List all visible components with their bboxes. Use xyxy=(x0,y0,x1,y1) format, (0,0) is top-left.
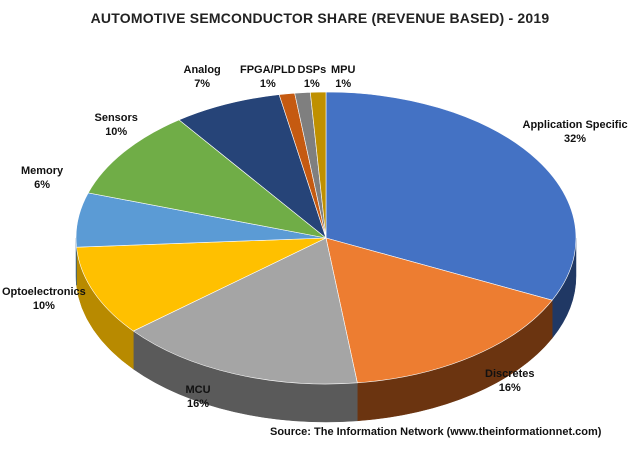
label-percent: 10% xyxy=(105,126,128,138)
label-sensors: Sensors 10% xyxy=(95,111,138,139)
pie-slice-mpu xyxy=(309,91,327,239)
pie-slices xyxy=(75,91,577,385)
label-optoelectronics: Optoelectronics 10% xyxy=(2,285,86,313)
label-mpu: MPU 1% xyxy=(331,63,355,91)
label-mcu: MCU 16% xyxy=(186,383,211,411)
label-percent: 7% xyxy=(194,78,211,90)
label-name: Sensors xyxy=(94,112,138,124)
label-analog: Analog 7% xyxy=(184,63,221,91)
pie-slice-discretes xyxy=(325,237,553,384)
label-name: Application Specific xyxy=(522,119,628,131)
label-dsps: DSPs 1% xyxy=(298,63,327,91)
pie-slice-application-specific xyxy=(325,91,577,301)
label-percent: 1% xyxy=(335,78,352,90)
chart-title: AUTOMOTIVE SEMCONDUCTOR SHARE (REVENUE B… xyxy=(90,10,550,26)
label-name: MCU xyxy=(185,384,211,396)
source-note: Source: The Information Network (www.the… xyxy=(270,426,602,438)
label-name: FPGA/PLD xyxy=(240,64,296,76)
pie-slice-analog xyxy=(178,94,327,239)
label-fpga-pld: FPGA/PLD 1% xyxy=(240,63,296,91)
label-percent: 6% xyxy=(34,179,51,191)
label-percent: 32% xyxy=(564,133,587,145)
label-discretes: Discretes 16% xyxy=(485,367,535,395)
label-name: Memory xyxy=(21,165,64,177)
label-percent: 10% xyxy=(32,300,55,312)
label-name: Analog xyxy=(183,64,221,76)
label-percent: 16% xyxy=(498,382,521,394)
label-name: Optoelectronics xyxy=(2,286,86,298)
label-memory: Memory 6% xyxy=(21,164,63,192)
label-application-specific: Application Specific 32% xyxy=(523,118,628,146)
pie-slice-sensors xyxy=(87,119,327,239)
label-percent: 1% xyxy=(259,78,276,90)
label-percent: 16% xyxy=(187,398,210,410)
pie-slice-optoelectronics xyxy=(76,237,327,332)
label-percent: 1% xyxy=(303,78,320,90)
label-name: MPU xyxy=(331,64,356,76)
label-name: Discretes xyxy=(485,368,535,380)
pie-slice-mcu xyxy=(132,237,358,385)
label-name: DSPs xyxy=(297,64,327,76)
